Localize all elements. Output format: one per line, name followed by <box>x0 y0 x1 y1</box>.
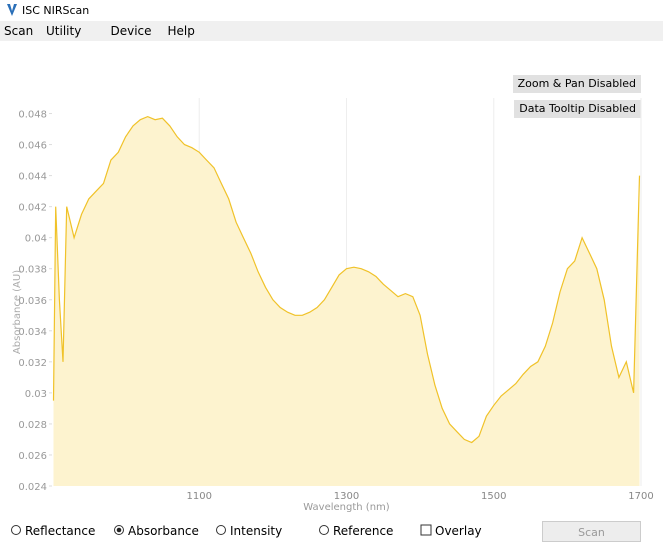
radio-label: Intensity <box>230 524 283 538</box>
radio-option[interactable]: Intensity <box>215 524 282 538</box>
radio-label: Reflectance <box>25 524 96 538</box>
y-tick-label: 0.028 <box>18 420 47 431</box>
overlay-checkbox[interactable]: Overlay <box>420 524 482 538</box>
radio-circle <box>319 525 329 535</box>
app-icon <box>7 4 17 16</box>
menu-item[interactable]: Device <box>110 24 152 38</box>
area-fill <box>53 116 640 486</box>
checkbox-label: Overlay <box>435 524 482 538</box>
radio-circle <box>114 525 124 535</box>
radio-ring <box>319 525 329 535</box>
y-tick-label: 0.034 <box>18 327 47 338</box>
y-tick-label: 0.024 <box>18 482 47 493</box>
x-tick-label: 1500 <box>481 491 506 502</box>
title-bar: ISC NIRScan <box>0 0 663 20</box>
radio-option[interactable]: Reference <box>318 524 393 538</box>
window-title: ISC NIRScan <box>22 4 90 17</box>
x-tick-label: 1100 <box>187 491 212 502</box>
radio-label: Absorbance <box>128 524 199 538</box>
zoom-toggle[interactable]: Zoom & Pan Disabled <box>512 75 641 93</box>
y-tick-label: 0.026 <box>18 451 47 462</box>
radio-dot <box>116 527 122 533</box>
scan-button[interactable]: Scan <box>542 521 641 542</box>
checkbox-box <box>420 524 432 536</box>
radio-circle <box>11 525 21 535</box>
menu-item[interactable]: Help <box>167 24 195 38</box>
x-axis-label: Wavelength (nm) <box>303 502 389 513</box>
radio-ring <box>216 525 226 535</box>
menu-item[interactable]: Scan <box>4 24 34 38</box>
radio-option[interactable]: Reflectance <box>10 524 95 538</box>
y-tick-label: 0.048 <box>18 110 47 121</box>
y-tick-label: 0.04 <box>25 234 47 245</box>
y-axis-label: Absorbance (AU) <box>12 270 23 354</box>
y-tick-label: 0.044 <box>18 172 47 183</box>
y-tick-label: 0.042 <box>18 203 47 214</box>
y-tick-label: 0.046 <box>18 141 47 152</box>
y-tick-label: 0.03 <box>25 389 47 400</box>
menu-item[interactable]: Utility <box>46 24 82 38</box>
y-tick-label: 0.032 <box>18 358 47 369</box>
chart: 1100 1300 1500 1700 0.024 0.026 0.028 0.03 0.032… <box>12 98 654 513</box>
menu-bar: Scan Utility Device Help <box>0 21 663 41</box>
radio-circle <box>216 525 226 535</box>
radio-ring <box>11 525 21 535</box>
x-tick-label: 1300 <box>334 491 359 502</box>
y-tick-label: 0.038 <box>18 265 47 276</box>
radio-label: Reference <box>333 524 394 538</box>
spectrum-line <box>52 115 641 444</box>
y-tick-label: 0.036 <box>18 296 47 307</box>
radio-option[interactable]: Absorbance <box>113 524 199 538</box>
tooltip-toggle[interactable]: Data Tooltip Disabled <box>514 100 641 118</box>
checkbox-frame <box>420 524 432 536</box>
x-tick-label: 1700 <box>628 491 653 502</box>
